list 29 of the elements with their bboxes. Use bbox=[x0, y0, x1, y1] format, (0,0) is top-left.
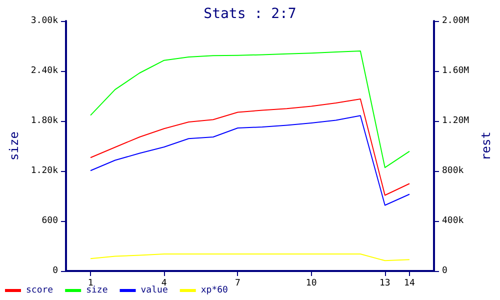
chart-title: Stats : 2:7 bbox=[204, 6, 296, 22]
x-tick-label: 10 bbox=[306, 278, 317, 288]
y-tick-label: 1.80k bbox=[30, 116, 59, 126]
y2-tick-label: 1.60M bbox=[442, 66, 470, 76]
legend-label: xp*60 bbox=[200, 286, 228, 296]
x-tick-label: 14 bbox=[404, 278, 415, 288]
y-tick-label: 600 bbox=[42, 216, 58, 226]
y2-tick-label: 1.20M bbox=[442, 116, 470, 126]
legend-label: score bbox=[26, 286, 54, 296]
y-tick-label: 3.00k bbox=[30, 16, 59, 26]
legend-label: size bbox=[86, 286, 108, 296]
y2-tick-label: 0 bbox=[442, 266, 448, 276]
legend-label: value bbox=[140, 286, 168, 296]
y2-tick-label: 400k bbox=[442, 216, 464, 226]
y2-tick-label: 800k bbox=[442, 166, 464, 176]
y-tick-label: 1.20k bbox=[30, 166, 59, 176]
x-tick-label: 7 bbox=[235, 278, 240, 288]
y-axis-title: size bbox=[7, 132, 21, 160]
line-series bbox=[90, 254, 410, 262]
line-series bbox=[90, 50, 410, 168]
y-tick-label: 2.40k bbox=[30, 66, 59, 76]
x-tick-label: 4 bbox=[161, 278, 167, 288]
line-series bbox=[90, 115, 410, 206]
x-tick-label: 1 bbox=[88, 278, 94, 288]
x-tick-label: 13 bbox=[380, 278, 390, 288]
y2-axis-title: rest bbox=[479, 132, 493, 160]
y-tick-label: 0 bbox=[52, 266, 58, 276]
y2-tick-label: 2.00M bbox=[442, 16, 470, 26]
line-series bbox=[90, 98, 410, 196]
